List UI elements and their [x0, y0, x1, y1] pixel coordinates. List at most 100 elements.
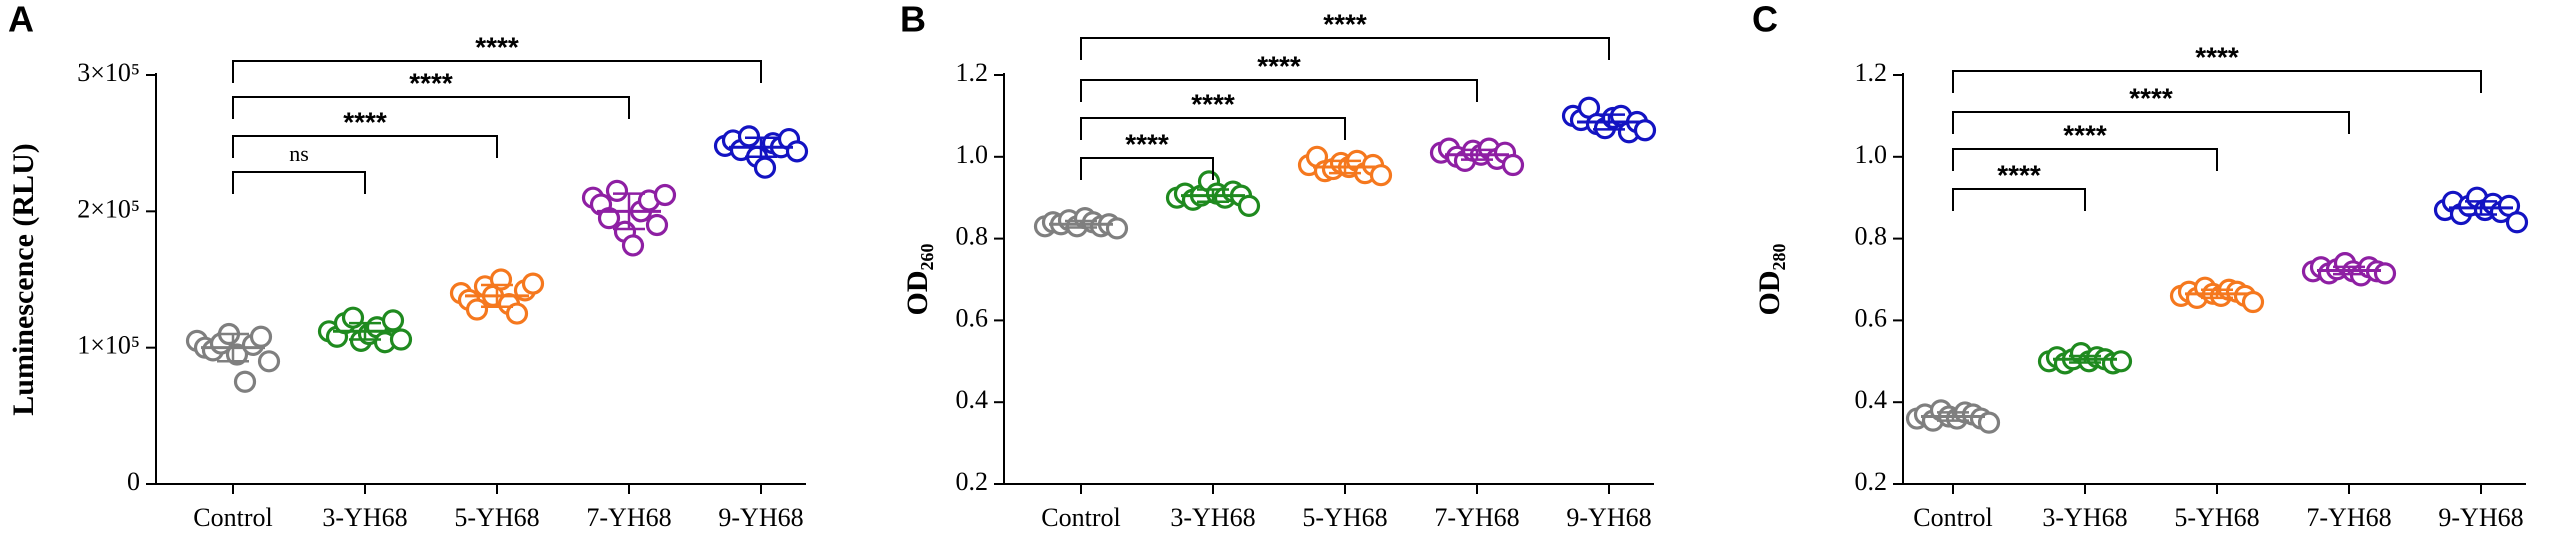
significance-label: **** [409, 67, 453, 98]
x-tick-label: 5-YH68 [454, 503, 539, 532]
y-tick-label: 1.0 [1855, 140, 1888, 169]
y-tick-label: 0.6 [1855, 303, 1888, 332]
x-tick-label: 3-YH68 [322, 503, 407, 532]
data-point [389, 328, 413, 351]
panel-letter: A [8, 0, 34, 40]
data-point [737, 125, 761, 148]
y-tick-label: 0.2 [956, 467, 989, 496]
x-tick-label: Control [193, 503, 272, 532]
data-point [1369, 164, 1393, 187]
data-point [2373, 262, 2397, 285]
data-point [1237, 194, 1261, 217]
x-tick-label: 9-YH68 [2438, 503, 2523, 532]
significance-bracket [1952, 188, 2086, 211]
significance-bracket [232, 60, 762, 83]
data-point [257, 350, 281, 373]
data-point [785, 140, 809, 163]
x-tick-label: 7-YH68 [586, 503, 671, 532]
data-point [653, 183, 677, 207]
significance-bracket [1080, 79, 1478, 102]
error-bar [1065, 219, 1097, 229]
x-tick-label: 7-YH68 [1434, 503, 1519, 532]
significance-label: **** [1323, 8, 1367, 39]
error-bar [1461, 148, 1493, 161]
significance-bracket [232, 171, 366, 194]
y-tick-label: 2×10⁵ [77, 194, 140, 223]
x-tick-label: Control [1041, 503, 1120, 532]
data-point [621, 234, 645, 257]
error-bar [1593, 113, 1625, 131]
error-bar [745, 136, 777, 159]
data-point [381, 309, 405, 332]
significance-label: **** [2063, 119, 2107, 150]
panel-letter: C [1752, 0, 1778, 40]
y-tick-label: 1.0 [956, 140, 989, 169]
x-tick-label: 9-YH68 [718, 503, 803, 532]
data-point [645, 213, 669, 237]
y-axis-label: OD₂₆₀ [901, 244, 934, 316]
significance-bracket [232, 135, 498, 158]
significance-bracket [232, 96, 630, 119]
y-tick-label: 0.4 [1855, 385, 1888, 414]
x-tick-label: 5-YH68 [1302, 503, 1387, 532]
error-bar [2333, 265, 2365, 276]
x-tick-label: Control [1913, 503, 1992, 532]
error-bar [613, 192, 645, 231]
significance-label: **** [1257, 50, 1301, 81]
error-bar [2465, 200, 2497, 216]
error-bar [2069, 354, 2101, 364]
significance-label: ns [289, 141, 309, 166]
error-bar [1329, 159, 1361, 175]
data-point [1501, 153, 1525, 177]
y-tick-label: 0.4 [956, 385, 989, 414]
y-tick-label: 1.2 [956, 58, 989, 87]
data-point [2241, 290, 2265, 314]
error-bar [481, 283, 513, 309]
data-point [2109, 350, 2133, 373]
data-point [249, 325, 273, 348]
error-bar [217, 332, 249, 363]
data-point [597, 207, 621, 230]
x-tick-label: 5-YH68 [2174, 503, 2259, 532]
x-tick-label: 3-YH68 [1170, 503, 1255, 532]
y-axis-label: Luminescence (RLU) [7, 143, 40, 415]
error-bar [1937, 411, 1969, 422]
significance-label: **** [343, 106, 387, 137]
y-tick-label: 0.6 [956, 303, 989, 332]
significance-label: **** [475, 31, 519, 62]
significance-bracket [1080, 37, 1610, 60]
significance-label: **** [1125, 128, 1169, 159]
x-tick-label: 3-YH68 [2042, 503, 2127, 532]
data-point [753, 156, 777, 179]
significance-bracket [1080, 117, 1346, 140]
x-tick-label: 9-YH68 [1566, 503, 1651, 532]
data-point [521, 272, 545, 295]
data-point [505, 302, 529, 325]
data-point [605, 179, 629, 202]
y-tick-label: 0.2 [1855, 467, 1888, 496]
significance-bracket [1952, 111, 2350, 134]
y-axis-label: OD₂₈₀ [1753, 244, 1786, 316]
y-tick-label: 1.2 [1855, 58, 1888, 87]
data-point [1105, 217, 1129, 240]
x-tick-label: 7-YH68 [2306, 503, 2391, 532]
error-bar [1197, 188, 1229, 204]
panel-letter: B [900, 0, 926, 40]
error-bar [2201, 288, 2233, 300]
y-tick-label: 3×10⁵ [77, 58, 140, 87]
error-bar [349, 321, 381, 341]
significance-bracket [1952, 70, 2482, 93]
significance-bracket [1952, 148, 2218, 171]
data-point [1633, 119, 1657, 142]
significance-label: **** [1191, 88, 1235, 119]
data-point [2505, 211, 2529, 234]
significance-bracket [1080, 157, 1214, 180]
y-tick-label: 0.8 [956, 222, 989, 251]
y-tick-label: 0 [127, 467, 140, 496]
data-point [465, 298, 489, 321]
data-point [233, 370, 257, 393]
y-tick-label: 0.8 [1855, 222, 1888, 251]
y-tick-label: 1×10⁵ [77, 331, 140, 360]
significance-label: **** [1997, 159, 2041, 190]
